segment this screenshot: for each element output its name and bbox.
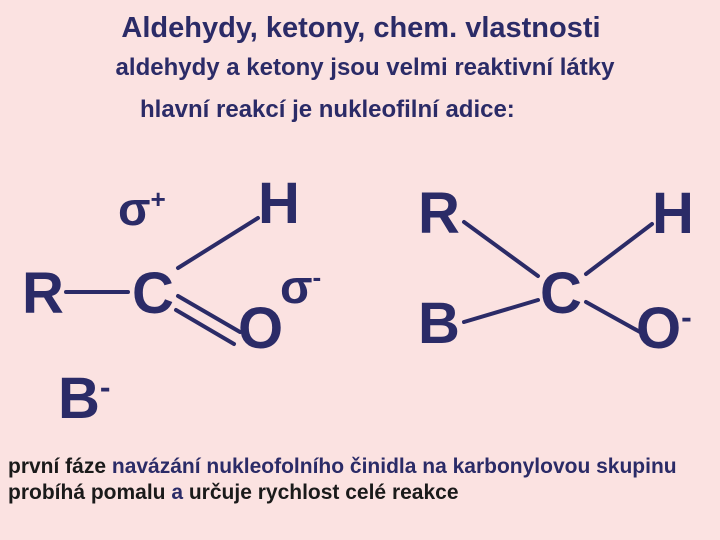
- label: B: [58, 366, 100, 431]
- label: σ: [280, 261, 313, 314]
- left-R: R: [22, 260, 64, 327]
- footnote-p1: první fáze: [8, 455, 106, 478]
- footnote-p2: navázání nukleofolního činidla na karbon…: [106, 455, 677, 478]
- left-sigma-plus: σ+: [118, 182, 166, 237]
- footnote-p5: určuje rychlost celé reakce: [189, 481, 459, 504]
- left-C: C: [132, 260, 174, 327]
- slide: Aldehydy, ketony, chem. vlastnosti aldeh…: [0, 0, 720, 540]
- subtitle: aldehydy a ketony jsou velmi reaktivní l…: [80, 54, 650, 82]
- left-O: O: [238, 295, 283, 362]
- label: O: [238, 296, 283, 361]
- left-B-minus: B-: [58, 365, 111, 432]
- left-H: H: [258, 170, 300, 237]
- label: H: [652, 181, 694, 246]
- label: H: [258, 171, 300, 236]
- right-H: H: [652, 180, 694, 247]
- label: B: [418, 291, 460, 356]
- sup: +: [151, 184, 166, 214]
- sup: -: [313, 262, 322, 292]
- page-title: Aldehydy, ketony, chem. vlastnosti: [66, 12, 656, 45]
- label: C: [540, 261, 582, 326]
- sup: -: [100, 369, 111, 405]
- footnote-p4: a: [166, 481, 189, 504]
- right-C: C: [540, 260, 582, 327]
- label: O: [636, 296, 681, 361]
- footnote: první fáze navázání nukleofolního činidl…: [8, 454, 712, 507]
- footnote-p3: probíhá pomalu: [8, 481, 166, 504]
- label: C: [132, 261, 174, 326]
- right-O-minus: O-: [636, 295, 692, 362]
- reaction-diagram: R C H O σ+ σ- B- R B C H O-: [0, 140, 720, 440]
- sup: -: [681, 299, 692, 335]
- line3: hlavní reakcí je nukleofilní adice:: [140, 96, 700, 124]
- label: R: [418, 181, 460, 246]
- right-B: B: [418, 290, 460, 357]
- label: σ: [118, 183, 151, 236]
- right-R: R: [418, 180, 460, 247]
- label: R: [22, 261, 64, 326]
- left-sigma-minus: σ-: [280, 260, 321, 315]
